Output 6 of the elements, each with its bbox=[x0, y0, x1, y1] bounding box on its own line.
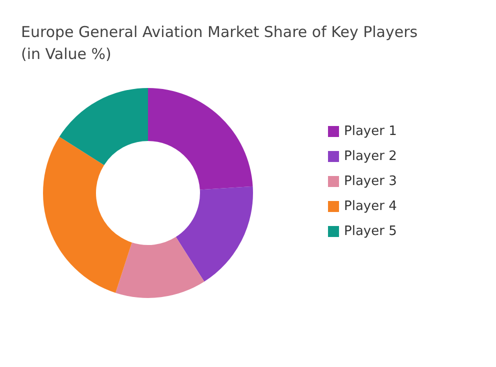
legend-label: Player 4 bbox=[344, 199, 397, 214]
legend-label: Player 2 bbox=[344, 149, 397, 164]
legend-label: Player 5 bbox=[344, 224, 397, 239]
legend-label: Player 1 bbox=[344, 124, 397, 139]
chart-title: Europe General Aviation Market Share of Key Players (in Value %) bbox=[21, 23, 418, 63]
legend-label: Player 3 bbox=[344, 174, 397, 189]
